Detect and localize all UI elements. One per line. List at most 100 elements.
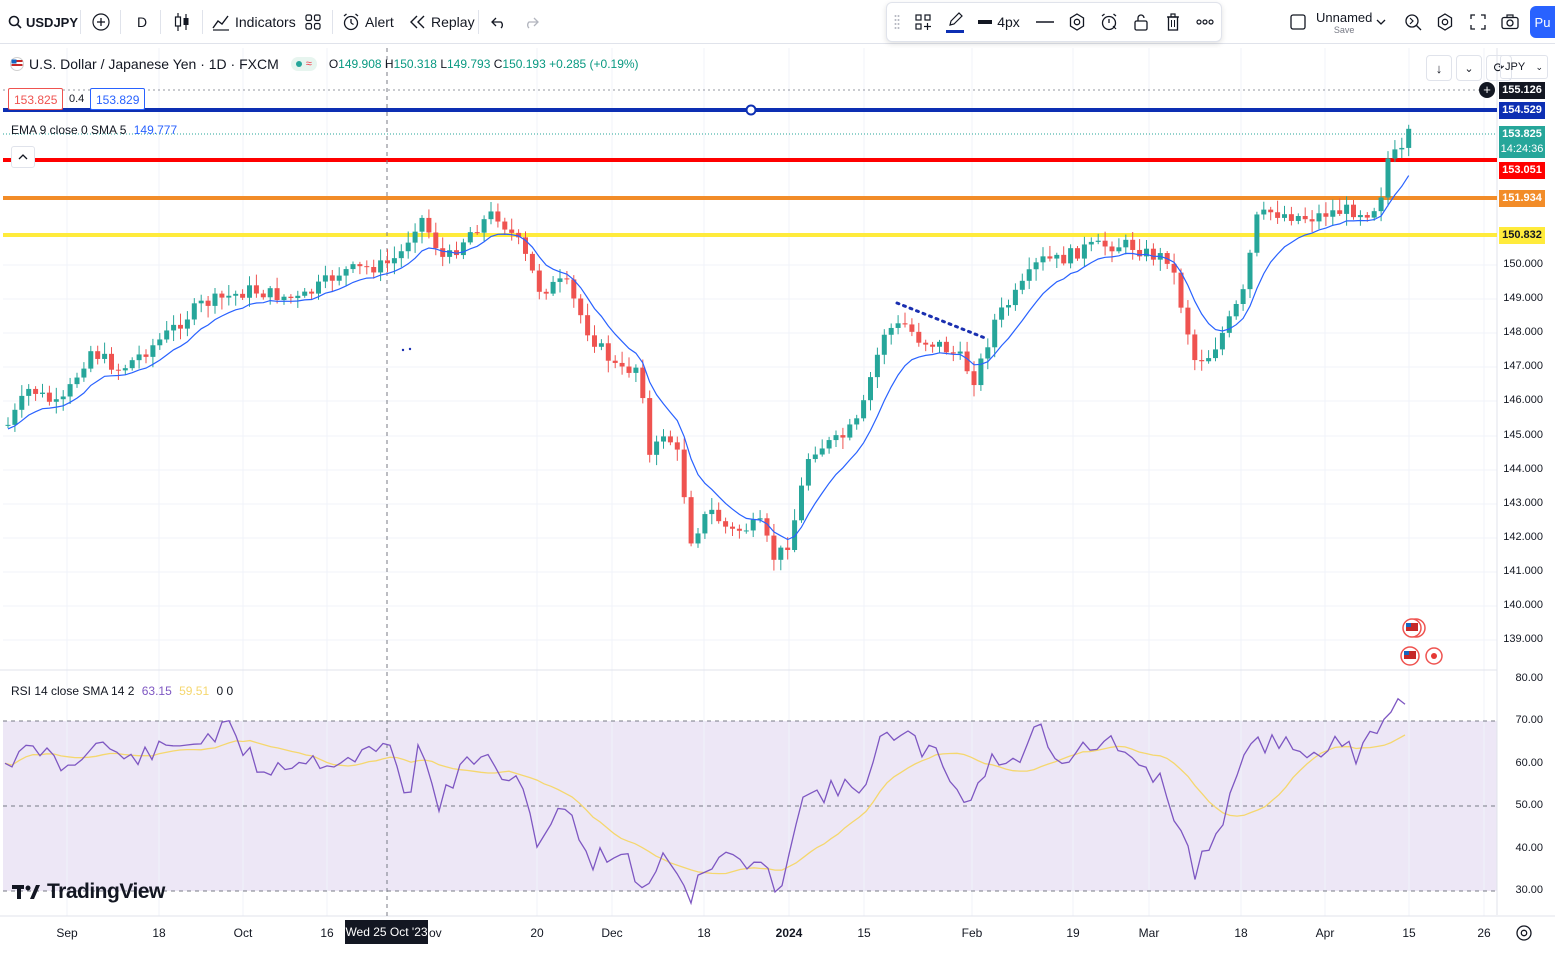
drawing-toolbar: 4px (886, 2, 1222, 42)
sell-button[interactable]: 153.825 (8, 88, 64, 110)
line-width-button[interactable]: 4px (977, 3, 1021, 41)
candle (674, 436, 680, 461)
candle (1385, 151, 1391, 207)
candle (1254, 211, 1260, 257)
candle (764, 513, 770, 542)
time-axis-label: Dec (601, 926, 623, 940)
lock-button[interactable] (1129, 3, 1153, 41)
candle (212, 288, 218, 314)
candle (274, 277, 280, 304)
alarm-clock-icon (342, 13, 360, 31)
drawing-settings-button[interactable] (1065, 3, 1089, 41)
candle (681, 438, 687, 504)
tradingview-watermark[interactable]: TradingView (12, 880, 165, 904)
redo-button[interactable] (520, 0, 542, 44)
drawing-alert-button[interactable] (1097, 3, 1121, 41)
rewind-icon (410, 15, 426, 29)
collapse-pane-button[interactable]: ⌄ (1456, 55, 1482, 81)
candle (654, 435, 660, 466)
candle (322, 265, 328, 289)
candle (509, 218, 515, 241)
undo-button[interactable] (488, 0, 510, 44)
add-price-line-button[interactable]: + (1479, 82, 1495, 98)
templates-button[interactable] (302, 0, 324, 44)
unlock-icon (1134, 13, 1148, 31)
alarm-clock-icon (1100, 13, 1118, 31)
drawing-template-button[interactable] (911, 3, 935, 41)
line-color-button[interactable] (943, 3, 967, 41)
drag-handle-icon (894, 14, 900, 30)
layout-name-button[interactable]: Unnamed Save (1316, 0, 1372, 44)
arrow-down-icon: ↓ (1435, 60, 1443, 76)
price-tag-top: 155.126 (1499, 82, 1545, 99)
publish-button[interactable]: Pu (1530, 0, 1555, 44)
layout-menu-button[interactable] (1374, 0, 1388, 44)
price-axis-label: 142.000 (1503, 531, 1543, 543)
undo-icon (491, 15, 507, 29)
bar-countdown: 14:24:36 (1500, 143, 1544, 155)
candle (1199, 349, 1205, 371)
candle (233, 290, 239, 306)
candle (557, 269, 563, 293)
line-width-icon (978, 19, 993, 25)
crosshair-date-label: Wed 25 Oct '23 (345, 920, 428, 944)
snapshot-button[interactable] (1499, 0, 1521, 44)
buy-button[interactable]: 153.829 (90, 88, 146, 110)
replay-button[interactable]: Replay (410, 0, 475, 44)
settings-button[interactable] (1434, 0, 1456, 44)
collapse-icon: ⌄ (1464, 62, 1474, 75)
candle (1068, 244, 1074, 269)
candle (60, 390, 66, 411)
line-width-label: 4px (997, 14, 1020, 30)
chart-type-button[interactable] (170, 0, 194, 44)
candle (1171, 253, 1177, 285)
compare-symbol-button[interactable] (90, 0, 112, 44)
line-style-button[interactable] (1033, 3, 1057, 41)
symbol-title[interactable]: U.S. Dollar / Japanese Yen · 1D · FXCM (29, 56, 279, 72)
candle (585, 303, 591, 342)
candle (750, 512, 756, 538)
economic-event-flags[interactable] (1400, 618, 1443, 666)
interval-button[interactable]: D (134, 0, 150, 44)
rsi-legend[interactable]: RSI 14 close SMA 14 2 63.15 59.51 0 0 (11, 684, 234, 698)
price-axis-label: 143.000 (1503, 497, 1543, 509)
candle (288, 294, 294, 304)
indicators-button[interactable]: Indicators (212, 0, 296, 44)
price-chart[interactable] (0, 44, 1555, 955)
trend-dotted-line[interactable] (895, 301, 987, 340)
candle (281, 294, 287, 305)
candle (1026, 257, 1032, 290)
candle (391, 246, 397, 275)
symbol-search-button[interactable]: USDJPY (8, 0, 78, 44)
maximize-pane-button[interactable]: ⟳ (1486, 55, 1512, 81)
layout-name: Unnamed (1316, 9, 1373, 25)
ema-legend[interactable]: EMA 9 close 0 SMA 5 149.777 (11, 123, 178, 137)
layout-checkbox[interactable] (1288, 0, 1308, 44)
alert-button[interactable]: Alert (342, 0, 394, 44)
candle (1130, 231, 1136, 260)
rsi-axis-label: 60.00 (1515, 757, 1543, 769)
fullscreen-button[interactable] (1467, 0, 1489, 44)
more-options-button[interactable] (1193, 3, 1217, 41)
axis-settings-button[interactable] (1515, 924, 1533, 947)
line-anchor-handle[interactable] (745, 104, 757, 116)
candle (357, 261, 363, 275)
candle (302, 287, 308, 298)
candle (385, 249, 390, 273)
candle (67, 377, 73, 405)
flag-icon (10, 57, 24, 71)
candle (191, 298, 197, 326)
time-axis-label: 15 (857, 926, 871, 940)
drag-handle[interactable] (891, 3, 903, 41)
move-pane-down-button[interactable]: ↓ (1426, 55, 1452, 81)
quick-search-button[interactable] (1402, 0, 1424, 44)
candle (1095, 233, 1101, 245)
time-axis-label: 18 (1234, 926, 1248, 940)
currency-select[interactable]: JPY ⌄ (1500, 55, 1548, 79)
candle (730, 522, 735, 536)
rsi-axis-label: 80.00 (1515, 672, 1543, 684)
delete-drawing-button[interactable] (1161, 3, 1185, 41)
collapse-legend-button[interactable] (11, 146, 35, 168)
chevron-down-icon (1376, 19, 1386, 25)
market-status-badge[interactable]: ≈ (290, 57, 317, 71)
